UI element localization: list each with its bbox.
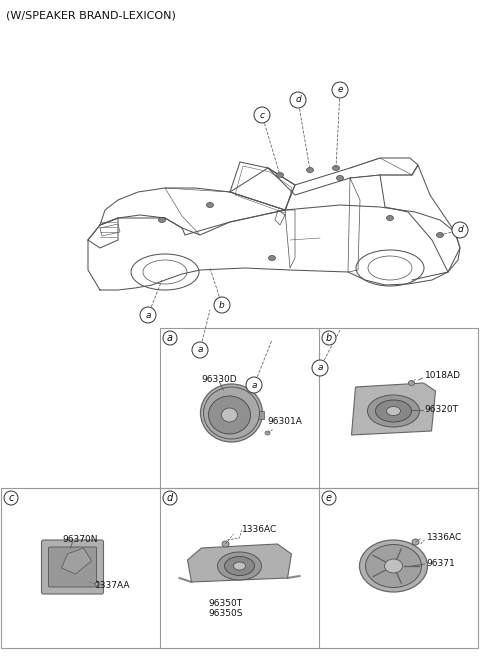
Circle shape: [192, 342, 208, 358]
Text: 96301A: 96301A: [267, 417, 302, 426]
Text: a: a: [251, 380, 257, 390]
Circle shape: [322, 491, 336, 505]
Circle shape: [312, 360, 328, 376]
Text: e: e: [326, 493, 332, 503]
Ellipse shape: [95, 582, 100, 586]
Text: a: a: [145, 310, 151, 319]
Ellipse shape: [265, 431, 270, 435]
Ellipse shape: [307, 167, 313, 173]
Circle shape: [4, 491, 18, 505]
Circle shape: [163, 331, 177, 345]
Text: e: e: [337, 85, 343, 94]
Text: 96320T: 96320T: [424, 405, 458, 415]
Circle shape: [452, 222, 468, 238]
Ellipse shape: [336, 176, 344, 180]
Text: a: a: [197, 346, 203, 354]
Ellipse shape: [412, 539, 419, 545]
Circle shape: [246, 377, 262, 393]
Text: c: c: [260, 110, 264, 119]
Text: 96350T: 96350T: [208, 598, 242, 607]
Text: 96330D: 96330D: [202, 375, 237, 384]
Text: d: d: [295, 96, 301, 104]
Circle shape: [290, 92, 306, 108]
Text: b: b: [326, 333, 332, 343]
Ellipse shape: [386, 216, 394, 220]
Ellipse shape: [408, 380, 415, 386]
Bar: [253, 411, 264, 419]
Polygon shape: [61, 548, 92, 574]
Circle shape: [322, 331, 336, 345]
Ellipse shape: [436, 232, 444, 237]
FancyBboxPatch shape: [41, 540, 104, 594]
Text: 1336AC: 1336AC: [427, 533, 462, 543]
Text: a: a: [167, 333, 173, 343]
Ellipse shape: [365, 544, 421, 588]
Text: d: d: [457, 226, 463, 234]
Text: b: b: [219, 300, 225, 310]
Circle shape: [214, 297, 230, 313]
Text: c: c: [8, 493, 14, 503]
Text: 96370N: 96370N: [62, 535, 98, 544]
Ellipse shape: [221, 408, 238, 422]
Ellipse shape: [201, 384, 263, 442]
Ellipse shape: [375, 400, 411, 422]
Bar: [160, 328, 478, 488]
Polygon shape: [188, 544, 291, 582]
Circle shape: [163, 491, 177, 505]
Ellipse shape: [225, 556, 254, 575]
Ellipse shape: [268, 255, 276, 260]
Text: 1336AC: 1336AC: [241, 525, 277, 535]
Text: 1018AD: 1018AD: [424, 371, 460, 380]
Ellipse shape: [384, 559, 403, 573]
Ellipse shape: [217, 552, 262, 580]
Text: d: d: [167, 493, 173, 503]
Circle shape: [140, 307, 156, 323]
Polygon shape: [351, 383, 435, 435]
Text: 1337AA: 1337AA: [95, 581, 130, 590]
Ellipse shape: [368, 395, 420, 427]
Ellipse shape: [386, 407, 400, 415]
Bar: [1, 488, 478, 648]
Text: 96350S: 96350S: [208, 609, 243, 619]
Text: 96371: 96371: [427, 558, 455, 567]
Ellipse shape: [233, 562, 245, 570]
Ellipse shape: [333, 165, 339, 171]
Circle shape: [254, 107, 270, 123]
Ellipse shape: [204, 387, 260, 439]
Text: (W/SPEAKER BRAND-LEXICON): (W/SPEAKER BRAND-LEXICON): [6, 11, 176, 21]
Ellipse shape: [276, 173, 284, 178]
Text: a: a: [317, 363, 323, 373]
Ellipse shape: [158, 218, 166, 222]
FancyBboxPatch shape: [48, 547, 96, 587]
Ellipse shape: [208, 396, 251, 434]
Ellipse shape: [206, 203, 214, 207]
Ellipse shape: [360, 540, 428, 592]
Ellipse shape: [222, 541, 229, 547]
Circle shape: [332, 82, 348, 98]
